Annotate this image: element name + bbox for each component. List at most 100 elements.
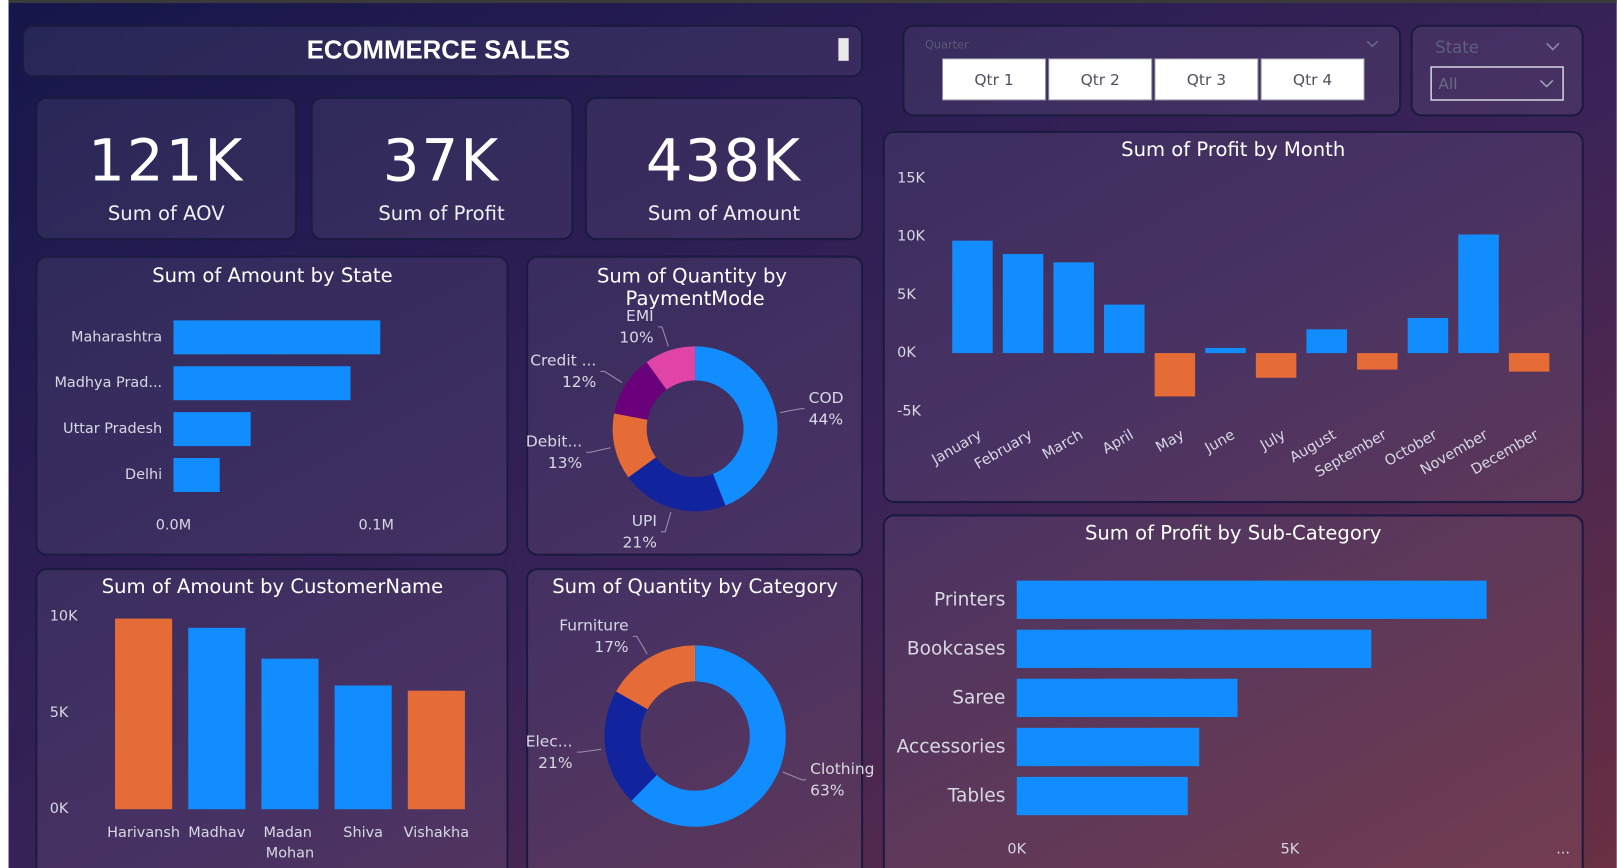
chart-panel: [882, 130, 1584, 504]
slice-label: Debit...: [526, 432, 582, 450]
bar: [1016, 580, 1487, 619]
kpi-value: 438K: [646, 127, 802, 195]
kpi-value: 37K: [383, 127, 501, 195]
donut-slice: [646, 346, 696, 390]
leader-line: [576, 748, 602, 753]
dropdown-chevron: [1546, 42, 1560, 51]
y-tick-label: Madhya Prad...: [54, 375, 162, 391]
quarter-button[interactable]: [941, 58, 1047, 101]
header-icon: [838, 38, 849, 61]
y-tick-label: 0K: [50, 801, 69, 817]
dropdown-chevron: [1366, 40, 1379, 48]
donut-slice: [628, 457, 726, 512]
slice-label: EMI: [626, 307, 654, 325]
kpi-label: Sum of AOV: [108, 202, 225, 225]
chart-title: Sum of Profit by Sub-Category: [1085, 521, 1382, 544]
kpi-card: [35, 96, 298, 241]
bar: [1205, 347, 1246, 354]
slice-label: Clothing: [810, 760, 874, 778]
chart-panel: [526, 568, 864, 868]
slice-label: Credit ...: [530, 352, 596, 370]
kpi-value: 121K: [88, 127, 244, 195]
chart-panel: [526, 255, 864, 556]
slice-label: UPI: [632, 512, 657, 530]
bar: [1357, 353, 1398, 370]
state-dropdown[interactable]: [1430, 66, 1564, 101]
x-tick-label: ...: [1556, 841, 1570, 857]
slicer-title: Quarter: [925, 37, 969, 51]
y-tick-label: Accessories: [897, 736, 1006, 757]
x-tick-label: Vishakha: [404, 825, 469, 841]
bar: [1407, 318, 1449, 354]
kpi-label: Sum of Amount: [648, 202, 800, 225]
bar: [1306, 329, 1347, 354]
slice-label: COD: [809, 389, 844, 407]
bar: [1458, 234, 1499, 354]
y-tick-label: 10K: [897, 229, 925, 245]
y-tick-label: Bookcases: [907, 638, 1005, 659]
x-tick-label: Madan Mohan: [263, 825, 316, 862]
chart-title: Sum of Quantity by Category: [552, 575, 838, 598]
bar: [1508, 353, 1550, 372]
quarter-button-label: Qtr 1: [974, 71, 1013, 89]
bar: [1016, 629, 1372, 668]
kpi-card: [584, 96, 864, 241]
donut-slice: [695, 346, 778, 506]
x-tick-label: 0.0M: [156, 518, 191, 534]
slicer-title: State: [1435, 38, 1479, 57]
donut-slice: [604, 691, 657, 801]
leader-line: [586, 447, 611, 453]
chart-title: Sum of Profit by Month: [1121, 138, 1345, 161]
quarter-button-label: Qtr 3: [1187, 71, 1226, 89]
bar: [115, 618, 173, 810]
slice-value-label: 12%: [562, 373, 596, 391]
x-tick-label: 0K: [1007, 841, 1026, 857]
quarter-button[interactable]: [1154, 58, 1259, 101]
y-tick-label: Delhi: [125, 467, 162, 483]
state-selected: All: [1438, 75, 1457, 93]
x-tick-label: Harivansh: [107, 825, 180, 841]
y-tick-label: 15K: [897, 170, 925, 186]
donut-slice: [631, 645, 786, 827]
leader-line: [600, 370, 623, 383]
y-tick-label: 0K: [897, 345, 916, 361]
x-tick-label: 5K: [1281, 841, 1300, 857]
quarter-button[interactable]: [1048, 58, 1153, 101]
bar: [1002, 254, 1044, 354]
bar: [1016, 727, 1200, 767]
slicer-panel: [1410, 24, 1584, 117]
y-tick-label: -5K: [897, 403, 921, 419]
chart-title: Sum of Amount by State: [152, 264, 392, 287]
kpi-card: [310, 96, 574, 241]
leader-line: [661, 511, 672, 533]
chart-panel: [35, 255, 509, 556]
slice-value-label: 21%: [538, 754, 572, 772]
kpi-label: Sum of Profit: [378, 202, 505, 225]
bar: [1154, 353, 1196, 397]
slice-value-label: 44%: [809, 411, 843, 429]
dropdown-chevron: [1539, 79, 1554, 88]
slice-label: Elec...: [526, 732, 573, 750]
bar: [1104, 304, 1145, 354]
bar: [952, 240, 993, 354]
donut-slice: [614, 362, 667, 420]
x-tick-label: 0.1M: [359, 518, 394, 534]
donut-slice: [616, 645, 696, 710]
dashboard-title: ECOMMERCE SALES: [307, 36, 570, 64]
bar: [1053, 262, 1094, 354]
y-tick-label: 5K: [897, 287, 916, 303]
quarter-button-label: Qtr 4: [1293, 71, 1332, 89]
y-tick-label: 10K: [50, 608, 78, 624]
quarter-button[interactable]: [1260, 58, 1365, 101]
slice-value-label: 10%: [619, 329, 653, 347]
quarter-button-label: Qtr 2: [1081, 71, 1120, 89]
leader-line: [632, 635, 648, 655]
bar: [407, 690, 465, 810]
bar: [173, 458, 220, 492]
leader-line: [780, 408, 805, 414]
bar: [173, 412, 251, 447]
donut-slice: [612, 413, 656, 478]
bar: [1255, 353, 1297, 378]
